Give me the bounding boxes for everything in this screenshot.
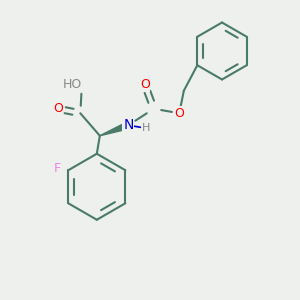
Polygon shape: [100, 122, 130, 136]
Text: F: F: [54, 162, 61, 175]
Text: H: H: [142, 123, 151, 133]
Text: O: O: [174, 107, 184, 120]
Text: O: O: [53, 102, 63, 115]
Text: HO: HO: [63, 78, 82, 91]
Text: N: N: [123, 118, 134, 132]
Text: O: O: [140, 78, 150, 91]
